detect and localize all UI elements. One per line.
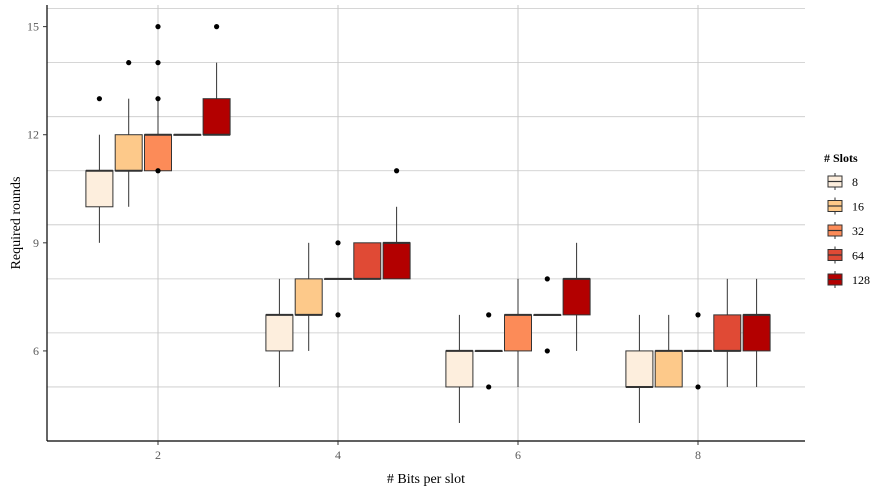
box-group-8: [625, 278, 771, 423]
legend-item-128: 128: [827, 271, 870, 288]
x-tick-label: 6: [515, 448, 521, 462]
box-8-8: [625, 314, 654, 423]
outlier-point: [155, 168, 161, 174]
box-4-64: [353, 242, 382, 280]
box-8-16: [654, 314, 683, 388]
box-rect: [144, 134, 172, 172]
y-tick-label: 9: [33, 236, 39, 250]
box-4-16: [294, 242, 323, 351]
box-rect: [445, 350, 474, 388]
y-tick-labels: 6 9 12 15: [27, 20, 47, 358]
box-rect: [625, 350, 654, 388]
x-tick-labels: 2 4 6 8: [155, 441, 701, 462]
box-rect: [713, 314, 742, 352]
box-rect: [114, 134, 143, 172]
outlier-point: [486, 312, 492, 318]
outlier-point: [544, 276, 550, 282]
outlier-point: [126, 60, 132, 66]
outlier-point: [544, 348, 550, 354]
outlier-point: [394, 168, 400, 174]
x-axis-title: # Bits per slot: [387, 472, 465, 487]
outlier-point: [96, 96, 102, 102]
box-2-128: [202, 24, 231, 136]
box-rect: [382, 242, 411, 280]
legend-label: 64: [852, 249, 864, 263]
box-6-16: [474, 312, 503, 390]
legend: # Slots 8 16 32 64 128: [824, 151, 870, 288]
box-2-8: [85, 96, 114, 243]
box-rect: [85, 170, 114, 208]
box-8-64: [713, 278, 742, 387]
box-rect: [504, 314, 532, 352]
x-tick-label: 2: [155, 448, 161, 462]
legend-item-16: 16: [827, 197, 864, 215]
box-2-16: [114, 60, 143, 207]
x-tick-label: 8: [695, 448, 701, 462]
y-tick-label: 15: [27, 20, 39, 34]
box-8-128: [742, 278, 771, 387]
box-6-128: [562, 242, 591, 351]
x-tick-label: 4: [335, 448, 341, 462]
box-2-64: [173, 133, 202, 136]
box-rect: [353, 242, 382, 280]
legend-label: 16: [852, 200, 864, 214]
legend-item-32: 32: [827, 222, 864, 239]
legend-items: 8 16 32 64 128: [827, 173, 870, 288]
box-6-8: [445, 314, 474, 423]
legend-item-8: 8: [827, 173, 858, 190]
y-tick-label: 6: [33, 344, 39, 358]
box-rect: [294, 278, 323, 316]
y-tick-label: 12: [27, 128, 39, 142]
outlier-point: [214, 24, 220, 30]
box-6-64: [533, 276, 562, 354]
box-6-32: [504, 278, 532, 387]
box-2-32: [144, 24, 172, 174]
box-rect: [265, 314, 294, 352]
grid-lines: [47, 5, 805, 442]
outlier-point: [335, 312, 341, 318]
box-group-2: [85, 24, 231, 243]
y-axis-title: Required rounds: [9, 177, 24, 270]
legend-title: # Slots: [824, 151, 858, 165]
outlier-point: [155, 96, 161, 102]
outlier-point: [695, 384, 701, 390]
axes: [46, 5, 805, 442]
box-4-32: [324, 240, 352, 318]
box-rect: [742, 314, 771, 352]
box-4-8: [265, 278, 294, 387]
outlier-point: [486, 384, 492, 390]
box-layer: [85, 24, 771, 423]
box-4-128: [382, 168, 411, 280]
outlier-point: [335, 240, 341, 246]
box-group-6: [445, 242, 591, 423]
legend-label: 8: [852, 175, 858, 189]
legend-item-64: 64: [827, 246, 864, 264]
outlier-point: [695, 312, 701, 318]
box-rect: [654, 350, 683, 388]
legend-label: 128: [852, 273, 870, 287]
box-group-4: [265, 168, 411, 387]
box-rect: [202, 98, 231, 136]
outlier-point: [155, 60, 161, 66]
box-8-32: [684, 312, 712, 390]
legend-label: 32: [852, 224, 864, 238]
box-rect: [562, 278, 591, 316]
outlier-point: [155, 24, 161, 30]
